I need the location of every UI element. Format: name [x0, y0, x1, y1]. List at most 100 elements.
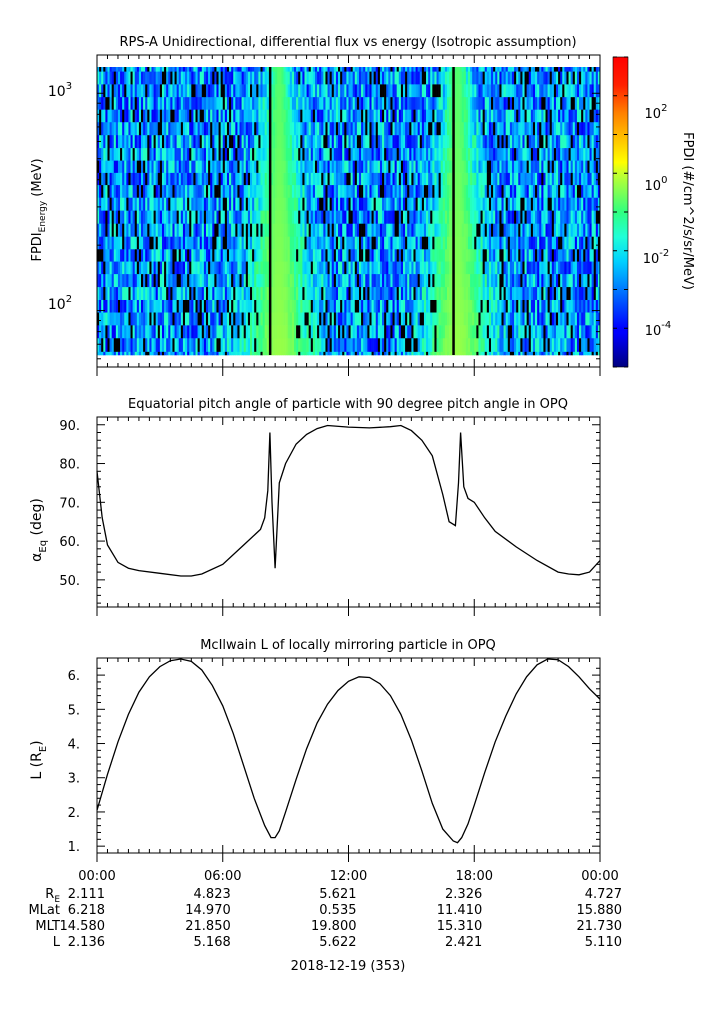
- heatmap-cell: [294, 210, 297, 224]
- heatmap-cell: [281, 325, 284, 339]
- heatmap-cell: [507, 197, 511, 211]
- heatmap-cell: [342, 197, 345, 211]
- heatmap-cell: [436, 223, 439, 237]
- heatmap-cell: [346, 312, 349, 326]
- heatmap-cell: [149, 184, 152, 198]
- heatmap-cell: [352, 184, 356, 198]
- heatmap-cell: [291, 184, 295, 198]
- heatmap-cell: [564, 160, 567, 173]
- heatmap-cell: [455, 273, 458, 288]
- heatmap-cell: [180, 248, 184, 262]
- heatmap-cell: [247, 236, 251, 250]
- heatmap-cell: [465, 147, 469, 161]
- heatmap-cell: [394, 197, 398, 211]
- heatmap-cell: [329, 351, 333, 356]
- heatmap-cell: [386, 299, 389, 313]
- heatmap-cell: [243, 96, 247, 110]
- heatmap-cell: [182, 160, 186, 173]
- heatmap-cell: [136, 160, 140, 173]
- heatmap-cell: [558, 312, 561, 326]
- heatmap-cell: [503, 299, 506, 313]
- heatmap-cell: [560, 121, 563, 136]
- heatmap-cell: [392, 210, 395, 224]
- heatmap-cell: [233, 210, 236, 224]
- heatmap-cell: [570, 286, 574, 300]
- heatmap-cell: [214, 210, 217, 224]
- heatmap-cell: [583, 236, 586, 250]
- heatmap-cell: [354, 273, 358, 288]
- heatmap-cell: [421, 312, 425, 326]
- heatmap-cell: [511, 351, 515, 356]
- heatmap-cell: [145, 261, 148, 275]
- heatmap-cell: [302, 312, 305, 326]
- heatmap-cell: [237, 312, 240, 326]
- heatmap-cell: [145, 210, 148, 224]
- heatmap-cell: [560, 286, 563, 300]
- heatmap-cell: [331, 96, 335, 110]
- heatmap-cell: [511, 197, 515, 211]
- heatmap-cell: [149, 210, 152, 224]
- heatmap-cell: [564, 299, 567, 313]
- heatmap-cell: [438, 147, 442, 161]
- heatmap-cell: [195, 248, 198, 262]
- heatmap-cell: [417, 236, 421, 250]
- heatmap-cell: [126, 109, 129, 123]
- heatmap-cell: [122, 197, 125, 211]
- heatmap-cell: [476, 160, 479, 173]
- heatmap-cell: [243, 210, 247, 224]
- heatmap-cell: [447, 147, 450, 161]
- heatmap-cell: [377, 197, 381, 211]
- heatmap-cell: [493, 351, 496, 356]
- heatmap-cell: [239, 184, 242, 198]
- heatmap-cell: [417, 147, 421, 161]
- heatmap-cell: [197, 223, 200, 237]
- heatmap-cell: [247, 197, 251, 211]
- heatmap-cell: [564, 223, 567, 237]
- heatmap-cell: [413, 248, 416, 262]
- heatmap-cell: [365, 299, 368, 313]
- heatmap-cell: [300, 197, 303, 211]
- heatmap-cell: [254, 147, 257, 161]
- heatmap-cell: [329, 210, 333, 224]
- heatmap-cell: [327, 223, 330, 237]
- heatmap-cell: [122, 299, 125, 313]
- heatmap-cell: [145, 172, 148, 186]
- heatmap-cell: [306, 273, 309, 288]
- heatmap-cell: [340, 147, 343, 161]
- heatmap-cell: [555, 210, 559, 224]
- heatmap-cell: [505, 286, 509, 300]
- heatmap-cell: [444, 172, 448, 186]
- heatmap-cell: [168, 351, 171, 356]
- heatmap-cell: [409, 286, 412, 300]
- heatmap-cell: [465, 261, 469, 275]
- heatmap-cell: [283, 351, 286, 356]
- heatmap-cell: [101, 96, 104, 110]
- heatmap-cell: [319, 312, 322, 326]
- heatmap-cell: [168, 172, 171, 186]
- heatmap-cell: [105, 134, 108, 149]
- heatmap-cell: [415, 351, 418, 356]
- heatmap-cell: [535, 109, 538, 123]
- heatmap-cell: [178, 248, 182, 262]
- heatmap-cell: [245, 325, 249, 339]
- heatmap-cell: [304, 236, 307, 250]
- heatmap-cell: [434, 299, 437, 313]
- heatmap-cell: [296, 184, 299, 198]
- heatmap-cell: [164, 184, 167, 198]
- heatmap-cell: [526, 351, 530, 356]
- heatmap-cell: [400, 96, 404, 110]
- heatmap-cell: [405, 312, 408, 326]
- heatmap-cell: [331, 184, 335, 198]
- heatmap-cell: [409, 299, 412, 313]
- heatmap-cell: [426, 286, 429, 300]
- heatmap-cell: [277, 96, 280, 110]
- heatmap-cell: [195, 286, 198, 300]
- heatmap-cell: [314, 286, 318, 300]
- heatmap-cell: [281, 184, 284, 198]
- heatmap-cell: [574, 109, 578, 123]
- heatmap-cell: [264, 236, 268, 250]
- heatmap-cell: [509, 273, 513, 288]
- heatmap-cell: [174, 134, 177, 149]
- heatmap-cell: [587, 147, 590, 161]
- heatmap-cell: [325, 312, 328, 326]
